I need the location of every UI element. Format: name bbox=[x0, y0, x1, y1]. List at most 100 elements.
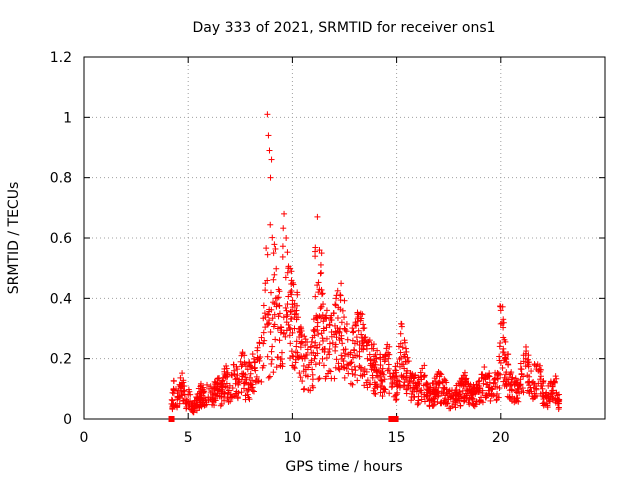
data-point bbox=[182, 399, 189, 406]
data-point bbox=[338, 319, 345, 326]
y-tick-label: 0.6 bbox=[50, 231, 72, 247]
data-point bbox=[238, 389, 245, 396]
data-point bbox=[456, 389, 463, 396]
data-point bbox=[285, 263, 292, 270]
data-point bbox=[273, 364, 280, 371]
data-point bbox=[264, 277, 271, 284]
data-point bbox=[352, 322, 359, 329]
data-point bbox=[538, 383, 545, 390]
data-point bbox=[191, 405, 198, 412]
data-point bbox=[288, 348, 295, 355]
axis-ticks: 0 0.2 0.4 0.6 0.8 1 1.2 0 5 10 15 20 bbox=[50, 50, 605, 446]
data-point bbox=[282, 274, 289, 281]
data-point bbox=[266, 147, 273, 154]
data-point bbox=[314, 323, 321, 330]
data-point bbox=[263, 245, 270, 252]
data-point bbox=[228, 394, 235, 401]
data-point bbox=[483, 392, 490, 399]
data-point bbox=[518, 366, 525, 373]
data-point bbox=[377, 362, 384, 369]
data-point bbox=[266, 317, 273, 324]
data-point bbox=[515, 398, 522, 405]
data-points bbox=[168, 111, 563, 422]
data-point bbox=[479, 390, 486, 397]
data-point bbox=[400, 382, 407, 389]
data-point bbox=[288, 287, 295, 294]
data-point bbox=[298, 353, 305, 360]
data-point bbox=[423, 393, 430, 400]
data-point bbox=[417, 376, 424, 383]
data-point bbox=[171, 387, 178, 394]
data-point bbox=[271, 311, 278, 318]
zero-marker bbox=[392, 416, 399, 422]
data-point bbox=[311, 355, 318, 362]
data-point bbox=[187, 391, 194, 398]
data-point bbox=[555, 400, 562, 407]
data-point bbox=[386, 370, 393, 377]
data-point bbox=[486, 373, 493, 380]
data-point bbox=[271, 271, 278, 278]
data-point bbox=[361, 325, 368, 332]
data-point bbox=[381, 386, 388, 393]
data-point bbox=[279, 243, 286, 250]
data-point bbox=[244, 366, 251, 373]
data-point bbox=[343, 321, 350, 328]
data-point bbox=[382, 353, 389, 360]
x-tick-label: 20 bbox=[492, 430, 510, 446]
data-point bbox=[284, 311, 291, 318]
data-point bbox=[497, 339, 504, 346]
data-point bbox=[260, 329, 267, 336]
data-point bbox=[374, 347, 381, 354]
data-point bbox=[291, 314, 298, 321]
data-point bbox=[264, 312, 271, 319]
data-point bbox=[356, 342, 363, 349]
data-point bbox=[196, 396, 203, 403]
data-point bbox=[266, 373, 273, 380]
data-point bbox=[219, 377, 226, 384]
data-point bbox=[245, 386, 252, 393]
data-point bbox=[522, 343, 529, 350]
data-point bbox=[319, 335, 326, 342]
data-point bbox=[519, 385, 526, 392]
data-point bbox=[394, 360, 401, 367]
data-point bbox=[488, 393, 495, 400]
data-point bbox=[393, 369, 400, 376]
data-point bbox=[349, 329, 356, 336]
data-point bbox=[341, 374, 348, 381]
data-point bbox=[191, 402, 198, 409]
data-point bbox=[326, 340, 333, 347]
data-point bbox=[316, 286, 323, 293]
data-point bbox=[522, 350, 529, 357]
data-point bbox=[214, 387, 221, 394]
data-point bbox=[389, 383, 396, 390]
data-point bbox=[453, 382, 460, 389]
data-point bbox=[399, 344, 406, 351]
data-point bbox=[280, 225, 287, 232]
data-point bbox=[261, 310, 268, 317]
data-point bbox=[377, 373, 384, 380]
data-point bbox=[272, 245, 279, 252]
data-point bbox=[530, 378, 537, 385]
data-point bbox=[520, 373, 527, 380]
data-point bbox=[194, 391, 201, 398]
data-point bbox=[364, 338, 371, 345]
data-point bbox=[296, 370, 303, 377]
data-point bbox=[419, 365, 426, 372]
data-point bbox=[504, 361, 511, 368]
data-point bbox=[430, 395, 437, 402]
data-point bbox=[397, 330, 404, 337]
data-point bbox=[276, 302, 283, 309]
x-tick-label: 15 bbox=[388, 430, 406, 446]
data-point bbox=[358, 345, 365, 352]
data-point bbox=[480, 380, 487, 387]
data-point bbox=[540, 378, 547, 385]
data-point bbox=[185, 398, 192, 405]
data-point bbox=[392, 373, 399, 380]
data-point bbox=[438, 398, 445, 405]
data-point bbox=[378, 377, 385, 384]
data-point bbox=[443, 379, 450, 386]
data-point bbox=[348, 366, 355, 373]
data-point bbox=[395, 343, 402, 350]
data-point bbox=[500, 334, 507, 341]
data-point bbox=[411, 394, 418, 401]
